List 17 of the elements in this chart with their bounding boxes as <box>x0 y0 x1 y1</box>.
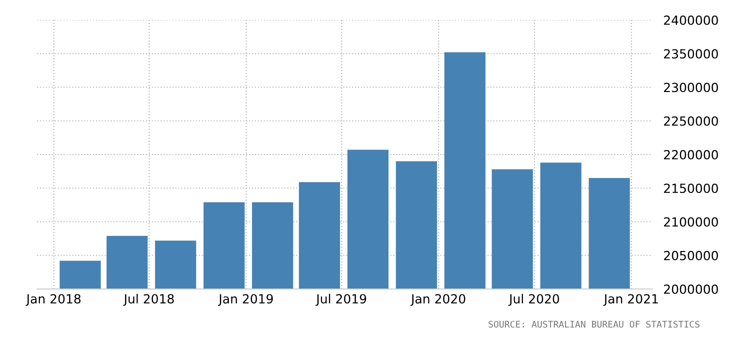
y-tick-label: 2150000 <box>664 184 718 194</box>
x-tick-label: Jan 2020 <box>410 294 466 306</box>
source-note: SOURCE: AUSTRALIAN BUREAU OF STATISTICS <box>488 320 700 328</box>
y-tick-label: 2050000 <box>664 250 718 260</box>
y-tick-label: 2100000 <box>664 217 718 227</box>
x-tick-label: Jan 2021 <box>603 294 658 306</box>
y-tick-label: 2300000 <box>664 82 718 92</box>
x-tick-label: Jan 2018 <box>26 294 81 306</box>
x-tick-label: Jul 2019 <box>316 294 366 306</box>
x-tick-label: Jul 2018 <box>123 294 174 306</box>
y-tick-label: 2400000 <box>664 15 718 25</box>
x-tick-label: Jan 2019 <box>218 294 273 306</box>
y-tick-label: 2250000 <box>664 116 718 126</box>
y-tick-label: 2350000 <box>664 49 718 59</box>
x-tick-label: Jul 2020 <box>508 294 560 306</box>
y-tick-label: 2200000 <box>664 150 718 160</box>
y-tick-label: 2000000 <box>664 284 718 294</box>
